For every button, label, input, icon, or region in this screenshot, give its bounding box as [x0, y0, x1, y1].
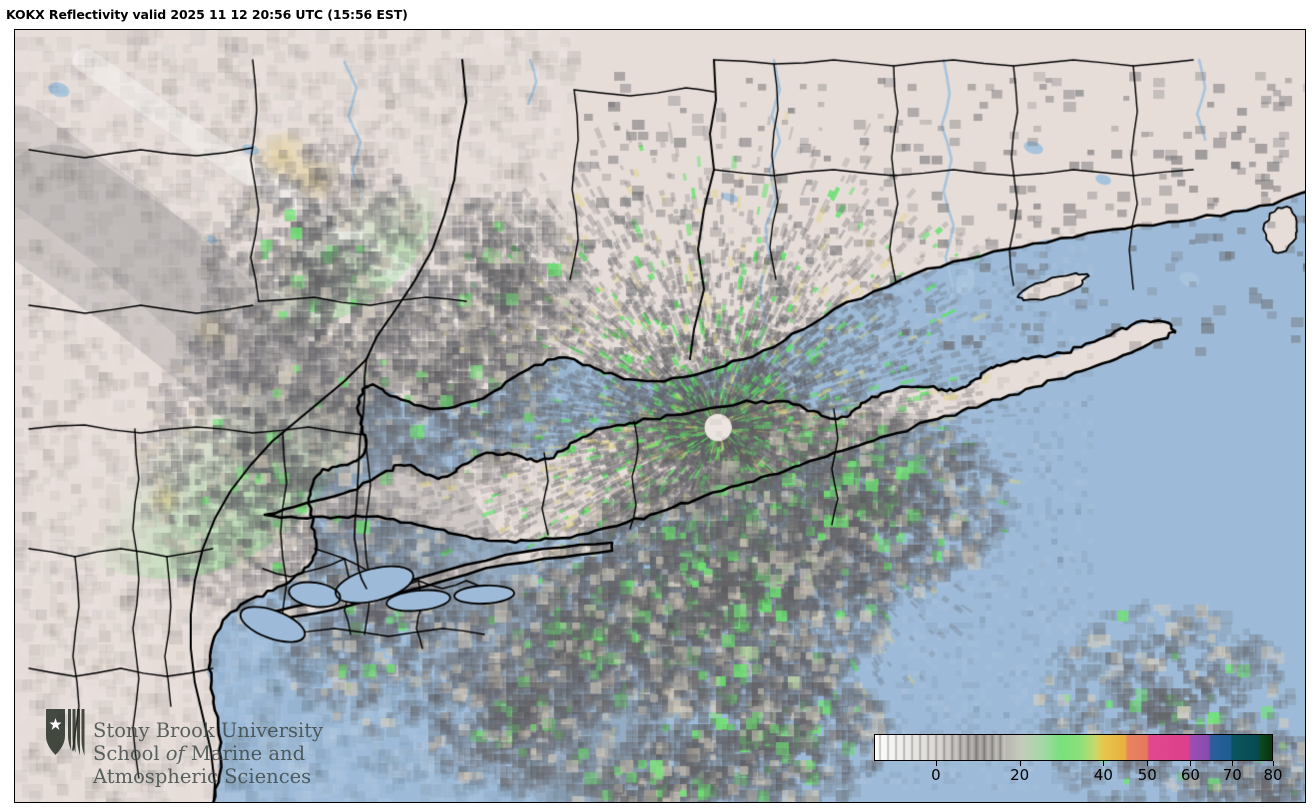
colorbar-tick-0: [935, 761, 937, 766]
colorbar-tick-axis: 0 20 40 50 60 70 80: [874, 761, 1283, 791]
colorbar-label-20: 20: [1010, 766, 1030, 784]
colorbar-gradient: [875, 735, 1272, 760]
page-title: KOKX Reflectivity valid 2025 11 12 20:56…: [6, 7, 408, 22]
colorbar-label-70: 70: [1222, 766, 1242, 784]
colorbar-tick-60: [1190, 761, 1192, 766]
colorbar-label-50: 50: [1137, 766, 1157, 784]
colorbar-tick-80: [1273, 761, 1274, 766]
colorbar-swatch[interactable]: [874, 734, 1273, 761]
colorbar-tick-40: [1103, 761, 1105, 766]
radar-map-frame[interactable]: Stony Brook University School of Marine …: [14, 29, 1306, 803]
colorbar-tick-50: [1147, 761, 1149, 766]
colorbar-label-0: 0: [931, 766, 941, 784]
colorbar-label-40: 40: [1093, 766, 1113, 784]
title-bar: KOKX Reflectivity valid 2025 11 12 20:56…: [0, 0, 1316, 29]
colorbar-label-60: 60: [1180, 766, 1200, 784]
radar-map-canvas[interactable]: [15, 30, 1305, 802]
colorbar-label-80: 80: [1263, 766, 1283, 784]
colorbar-tick-20: [1019, 761, 1021, 766]
colorbar-tick-70: [1232, 761, 1234, 766]
reflectivity-colorbar[interactable]: 0 20 40 50 60 70 80: [874, 734, 1289, 792]
